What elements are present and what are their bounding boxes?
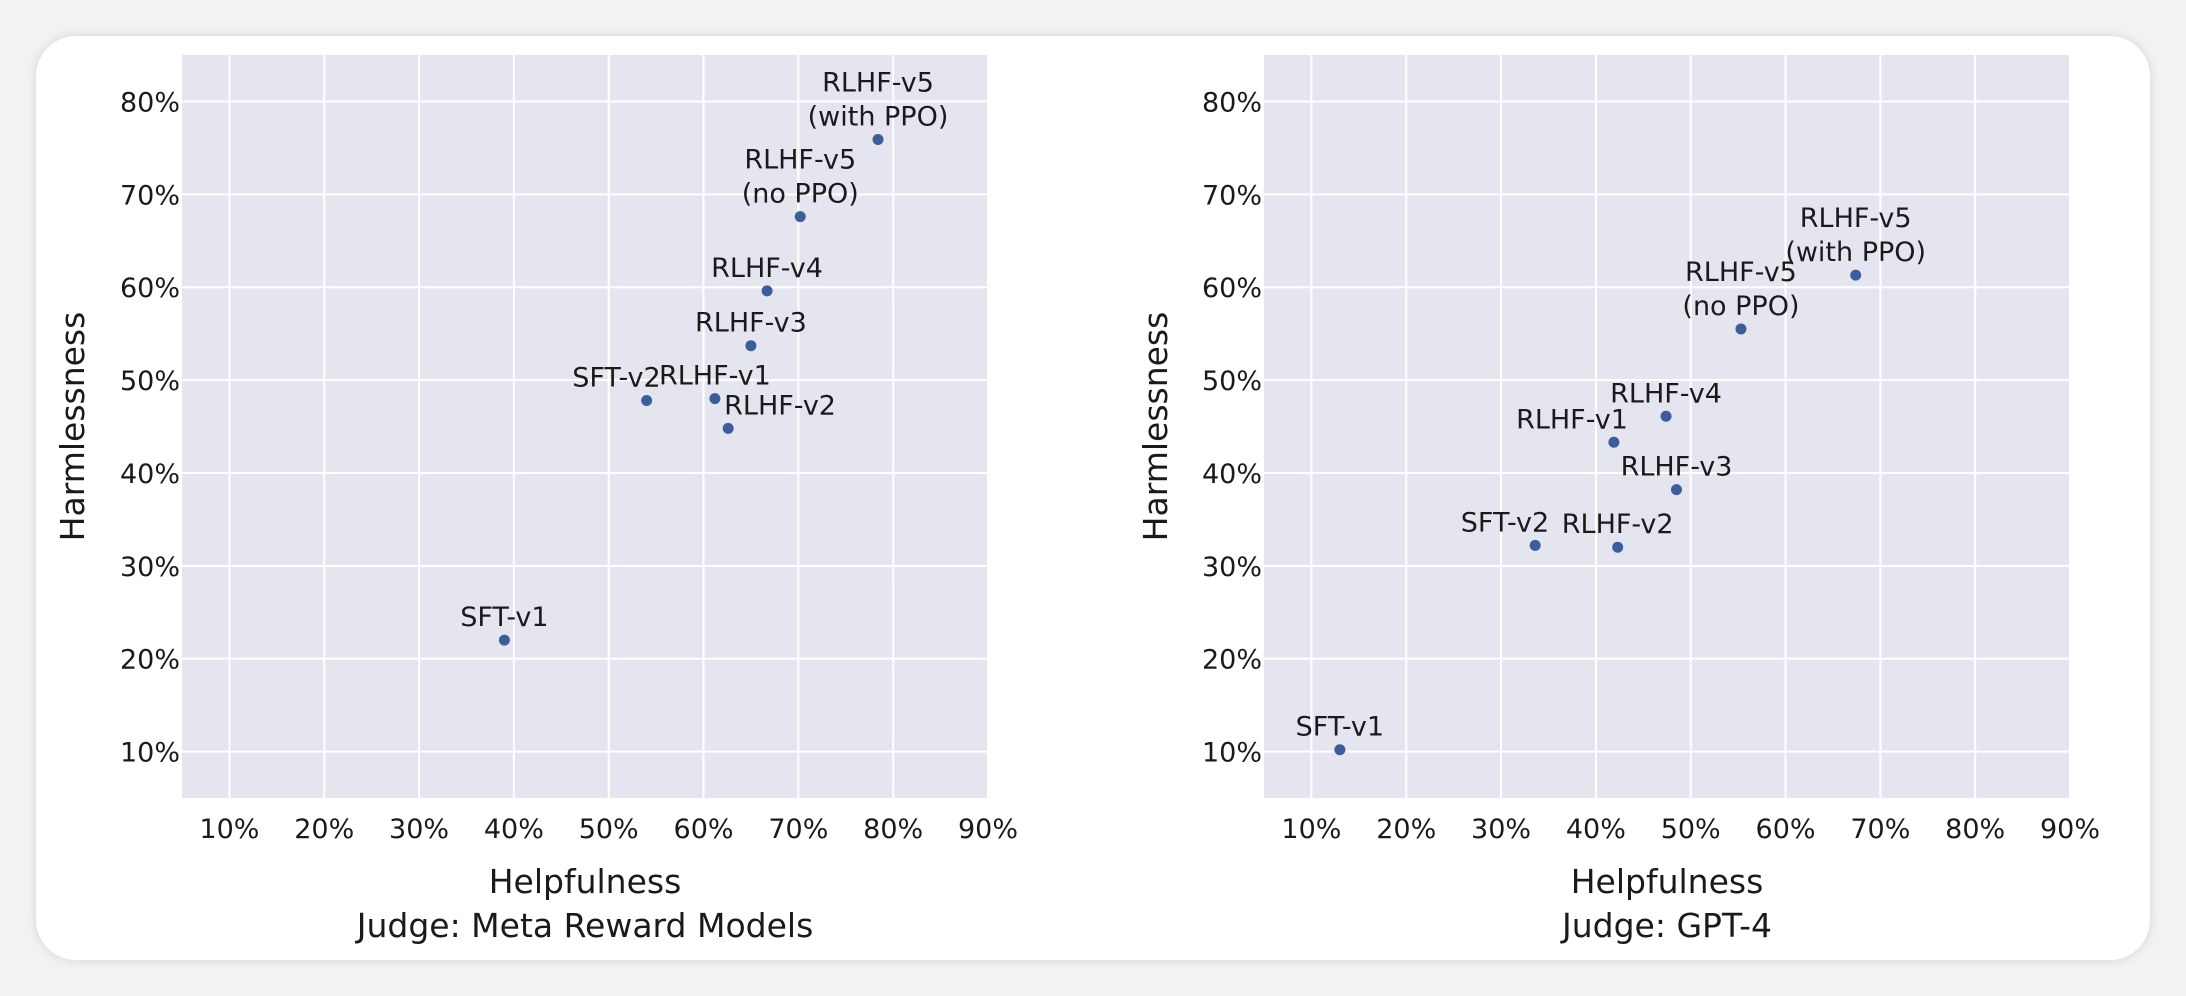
point-label: RLHF-v3	[695, 308, 807, 339]
data-point	[1334, 744, 1346, 756]
y-tick-label: 70%	[120, 180, 180, 211]
point-label: RLHF-v5	[822, 68, 934, 99]
y-tick-label: 20%	[1202, 645, 1262, 676]
y-tick-label: 10%	[120, 738, 180, 769]
data-point	[761, 285, 773, 297]
point-label: RLHF-v4	[711, 253, 823, 284]
point-label: SFT-v2	[1461, 507, 1549, 538]
x-tick-label: 40%	[1566, 814, 1626, 845]
x-tick-label: 90%	[2040, 814, 2100, 845]
x-tick-label: 60%	[1756, 814, 1816, 845]
y-tick-label: 40%	[120, 459, 180, 490]
chart-panel-1: 10% 20% 30% 40% 50% 60% 70% 80% 90% 10% 20% 30% 40% 5…	[53, 55, 1018, 945]
point-label: RLHF-v2	[724, 390, 836, 421]
x-tick-label: 50%	[579, 814, 639, 845]
x-tick-label: 50%	[1661, 814, 1721, 845]
data-point	[745, 340, 757, 352]
x-tick-label: 10%	[199, 814, 259, 845]
point-label: RLHF-v5	[1685, 257, 1797, 288]
x-tick-label: 20%	[294, 814, 354, 845]
data-point	[709, 393, 721, 405]
y-tick-label: 80%	[120, 87, 180, 118]
y-tick-label: 50%	[120, 366, 180, 397]
y-tick-label: 40%	[1202, 459, 1262, 490]
point-label: (no PPO)	[1682, 291, 1799, 322]
point-label: (no PPO)	[742, 179, 859, 210]
y-tick-label: 10%	[1202, 738, 1262, 769]
point-label: RLHF-v2	[1562, 509, 1674, 540]
y-tick-label: 60%	[120, 273, 180, 304]
point-label: RLHF-v1	[659, 361, 771, 392]
x-tick-label: 80%	[863, 814, 923, 845]
point-label: RLHF-v1	[1516, 404, 1628, 435]
point-label: RLHF-v5	[744, 145, 856, 176]
y-tick-label: 70%	[1202, 180, 1262, 211]
data-point	[722, 422, 734, 434]
point-label: RLHF-v4	[1610, 378, 1722, 409]
chart-panel-2: 10% 20% 30% 40% 50% 60% 70% 80% 90% 10% 20% 30% 40% 5…	[1136, 55, 2100, 945]
y-axis-label: Harmlessness	[53, 312, 92, 542]
x-axis-label: Helpfulness	[489, 862, 682, 901]
data-point	[1735, 323, 1747, 335]
y-axis-label: Harmlessness	[1136, 312, 1175, 542]
point-label: SFT-v1	[1296, 712, 1384, 743]
data-point	[794, 211, 806, 223]
x-tick-label: 10%	[1281, 814, 1341, 845]
x-tick-label: 80%	[1945, 814, 2005, 845]
y-tick-label: 50%	[1202, 366, 1262, 397]
x-axis-label: Helpfulness	[1571, 862, 1764, 901]
point-label: SFT-v1	[460, 602, 548, 633]
x-tick-label: 90%	[958, 814, 1018, 845]
point-label: RLHF-v3	[1621, 452, 1733, 483]
y-tick-label: 30%	[1202, 552, 1262, 583]
x-axis-sublabel: Judge: GPT-4	[1560, 906, 1772, 945]
y-tick-label: 80%	[1202, 87, 1262, 118]
data-point	[1608, 436, 1620, 448]
point-label: SFT-v2	[572, 362, 660, 393]
data-point	[1529, 539, 1541, 551]
x-tick-label: 70%	[1850, 814, 1910, 845]
data-point	[872, 134, 884, 146]
x-tick-label: 30%	[1471, 814, 1531, 845]
x-tick-label: 40%	[484, 814, 544, 845]
data-point	[1670, 484, 1682, 496]
y-tick-label: 30%	[120, 552, 180, 583]
x-tick-label: 20%	[1376, 814, 1436, 845]
data-point	[641, 394, 653, 406]
x-tick-label: 70%	[768, 814, 828, 845]
y-tick-label: 60%	[1202, 273, 1262, 304]
x-tick-label: 60%	[674, 814, 734, 845]
point-label: (with PPO)	[808, 102, 949, 133]
plot-background	[1264, 55, 2070, 798]
data-point	[1612, 541, 1624, 553]
y-tick-label: 20%	[120, 645, 180, 676]
x-tick-label: 30%	[389, 814, 449, 845]
x-axis-sublabel: Judge: Meta Reward Models	[355, 906, 814, 945]
data-point	[498, 634, 510, 646]
plot-background	[182, 55, 988, 798]
point-label: (with PPO)	[1785, 237, 1926, 268]
point-label: RLHF-v5	[1800, 203, 1912, 234]
data-point	[1660, 410, 1672, 422]
data-point	[1850, 269, 1862, 281]
